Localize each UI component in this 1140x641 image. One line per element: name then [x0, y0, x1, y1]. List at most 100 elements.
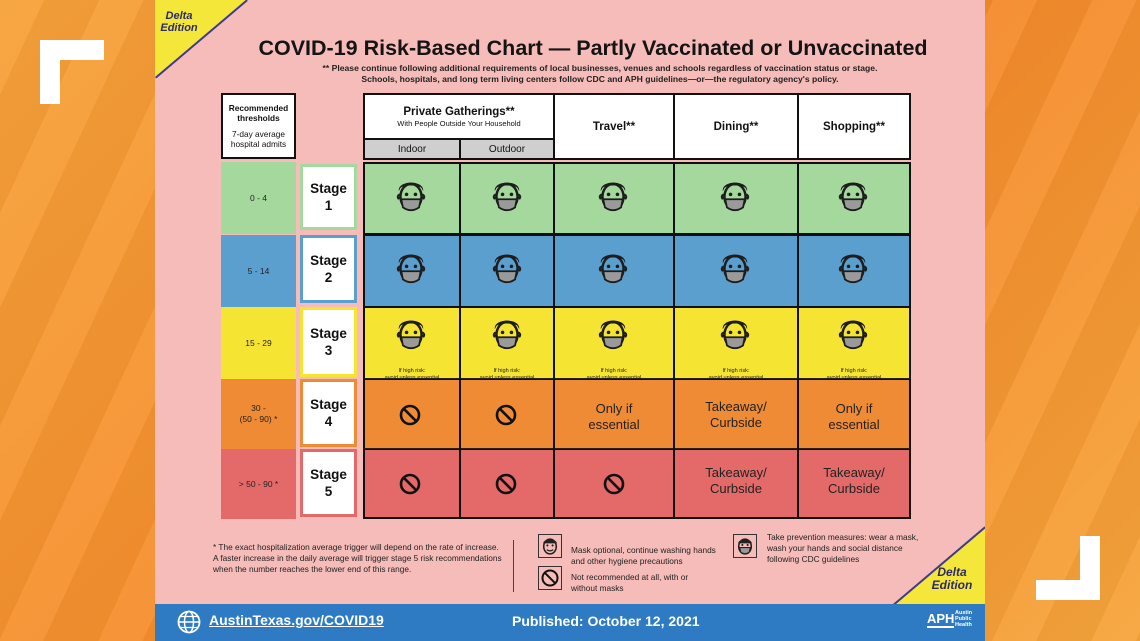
col-sep-3 [673, 162, 675, 519]
caption-line1: If high risk: [600, 368, 628, 374]
caption-line1: If high risk: [840, 368, 868, 374]
caption-line1: If high risk: [398, 368, 426, 374]
row-stage-1-band [363, 162, 911, 235]
edition-label-bottom: Delta Edition [931, 565, 973, 592]
header-gatherings-sub: With People Outside Your Household [397, 118, 521, 128]
prohibited-r5-outdoor [495, 473, 517, 499]
text-line2: Curbside [709, 481, 763, 496]
threshold-value: 5 - 14 [247, 265, 270, 276]
threshold-stage-2: 5 - 14 [221, 235, 296, 307]
masked-face-icon [394, 248, 428, 288]
col-sep-4 [797, 162, 799, 519]
risk-chart-table: Recommended thresholds 7-day average hos… [221, 93, 911, 519]
stage-number: 5 [324, 484, 333, 499]
threshold-value-a: 30 - [251, 403, 266, 413]
masked-face-icon [490, 248, 524, 288]
aph-logo-text: Austin Public Health [955, 610, 973, 629]
text-line1: Takeaway/ [705, 399, 767, 414]
legend-prohibited-icon-box [538, 566, 562, 590]
note-line-2: Schools, hospitals, and long term living… [361, 74, 839, 84]
prohibited-icon [495, 404, 517, 426]
stage-1-label: Stage 1 [300, 164, 357, 230]
caption-line2: avoid unless essential [586, 374, 642, 381]
legend-prevention: Take prevention measures: wear a mask, w… [767, 532, 919, 564]
masked-face-icon [490, 314, 524, 354]
unmasked-face-icon [542, 538, 558, 555]
prohibited-r5-travel [603, 473, 625, 499]
text-line1: Only if [595, 401, 633, 416]
edition-label-top: Delta Edition [160, 10, 198, 34]
header-indoor: Indoor [363, 138, 461, 160]
prohibited-icon [399, 473, 421, 495]
stage-word: Stage [310, 253, 347, 268]
threshold-value: 15 - 29 [245, 337, 272, 348]
threshold-header: Recommended thresholds 7-day average hos… [221, 93, 296, 159]
header-dining: Dining** [673, 93, 799, 160]
legend-unmasked-icon-box [538, 534, 562, 558]
row-stage-4-band [363, 379, 911, 449]
header-private-gatherings: Private Gatherings** With People Outside… [363, 93, 555, 140]
stage-number: 4 [324, 414, 333, 429]
stage-number: 3 [324, 343, 333, 358]
corner-bracket-br-v [1080, 536, 1100, 600]
travel-stage-4-text: Only if essential [553, 401, 675, 433]
text-line2: essential [828, 417, 880, 432]
caption-line2: avoid unless essential [826, 374, 882, 381]
corner-bracket-tl-v [40, 40, 60, 104]
stage-3-label: Stage 3 [300, 307, 357, 377]
col-sep-1 [459, 162, 461, 519]
threshold-stage-1: 0 - 4 [221, 162, 296, 234]
header-outdoor: Outdoor [459, 138, 555, 160]
masked-face-icon [596, 248, 630, 288]
caption-line2: avoid unless essential [384, 374, 440, 381]
caption-line1: If high risk: [722, 368, 750, 374]
threshold-value: > 50 - 90 * [238, 478, 279, 489]
threshold-value-b: (50 - 90) * [239, 414, 278, 424]
caption-r3-dining: If high risk: avoid unless essential [673, 368, 799, 381]
header-gatherings-label: Private Gatherings** [403, 105, 515, 118]
text-line2: Curbside [827, 481, 881, 496]
masked-face-icon [718, 314, 752, 354]
col-sep-2 [553, 162, 555, 519]
poster: Delta Edition COVID-19 Risk-Based Chart … [155, 0, 985, 641]
legend-masked-icon-box [733, 534, 757, 558]
prohibited-r4-indoor [399, 404, 421, 430]
shopping-stage-5-text: Takeaway/Curbside [797, 465, 911, 497]
text-line2: essential [588, 417, 640, 432]
footer-bar: AustinTexas.gov/COVID19 Published: Octob… [155, 604, 985, 641]
globe-icon [177, 610, 201, 634]
masked-face-icon [394, 176, 428, 216]
legend-mask-optional: Mask optional, continue washing hands an… [571, 545, 716, 566]
stage-number: 1 [324, 198, 333, 213]
caption-r3-indoor: If high risk: avoid unless essential [363, 368, 461, 381]
caption-r3-outdoor: If high risk: avoid unless essential [459, 368, 555, 381]
stage-5-label: Stage 5 [300, 449, 357, 517]
legend-divider [513, 540, 514, 592]
page-title: COVID-19 Risk-Based Chart — Partly Vacci… [258, 36, 928, 60]
masked-face-icon [836, 176, 870, 216]
masked-face-icon [836, 314, 870, 354]
prohibited-r4-outdoor [495, 404, 517, 430]
text-line1: Takeaway/ [823, 465, 885, 480]
header-shopping: Shopping** [797, 93, 911, 160]
threshold-stage-5: > 50 - 90 * [221, 449, 296, 519]
masked-face-icon [490, 176, 524, 216]
dining-stage-5-text: Takeaway/Curbside [673, 465, 799, 497]
covid-website-link[interactable]: AustinTexas.gov/COVID19 [209, 612, 384, 628]
prohibited-r5-indoor [399, 473, 421, 499]
prohibited-icon [495, 473, 517, 495]
threshold-header-line1: Recommended [228, 103, 289, 113]
threshold-stage-3: 15 - 29 [221, 307, 296, 379]
threshold-header-line3: 7-day average [231, 129, 286, 139]
stage-word: Stage [310, 181, 347, 196]
prohibited-icon [603, 473, 625, 495]
threshold-header-line4: hospital admits [230, 139, 287, 149]
shopping-stage-4-text: Only if essential [797, 401, 911, 433]
footnote: * The exact hospitalization average trig… [213, 542, 502, 574]
text-line2: Curbside [709, 415, 763, 430]
dining-stage-4-text: Takeaway/Curbside [673, 399, 799, 431]
caption-line2: avoid unless essential [479, 374, 535, 381]
row-stage-5-band [363, 449, 911, 519]
row-stage-3-band [363, 307, 911, 379]
threshold-header-line2: thresholds [237, 113, 280, 123]
